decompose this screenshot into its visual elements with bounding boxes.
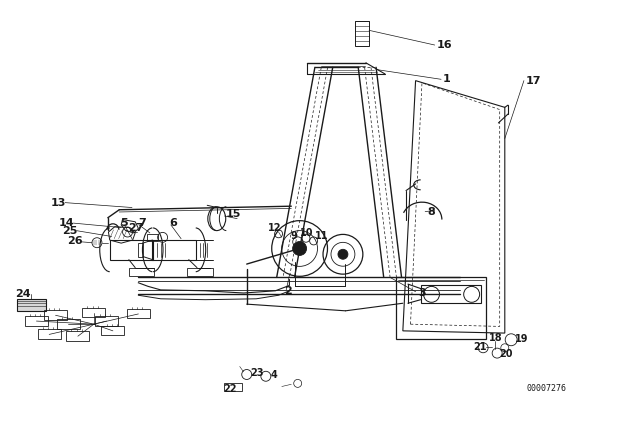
Text: 14: 14 <box>59 218 74 228</box>
Text: 2: 2 <box>284 286 291 296</box>
Bar <box>225 383 243 392</box>
Bar <box>129 267 154 276</box>
Text: 9: 9 <box>291 232 298 241</box>
Text: 27: 27 <box>128 223 144 233</box>
Bar <box>83 308 105 318</box>
Text: 6: 6 <box>169 218 177 228</box>
Bar <box>147 234 158 241</box>
Bar <box>138 243 143 257</box>
Text: 21: 21 <box>473 342 486 352</box>
Text: 3: 3 <box>419 288 426 298</box>
Text: 7: 7 <box>138 218 145 228</box>
Text: 8: 8 <box>427 207 435 216</box>
Circle shape <box>292 241 307 255</box>
Text: 00007276: 00007276 <box>526 384 566 393</box>
Bar <box>38 329 61 339</box>
Text: 23: 23 <box>250 368 264 378</box>
Bar <box>127 309 150 319</box>
Text: 4: 4 <box>270 370 277 380</box>
Text: 12: 12 <box>268 224 281 233</box>
Bar <box>109 240 153 260</box>
Text: 25: 25 <box>62 226 77 236</box>
Text: 19: 19 <box>515 334 529 344</box>
Bar <box>44 310 67 320</box>
Bar <box>152 240 196 260</box>
Bar <box>17 299 46 311</box>
Text: 1: 1 <box>443 74 451 84</box>
Bar <box>101 326 124 335</box>
Circle shape <box>338 249 348 259</box>
Text: 10: 10 <box>300 228 313 238</box>
Bar <box>355 22 369 46</box>
Bar <box>57 319 80 329</box>
Text: 26: 26 <box>67 236 83 246</box>
Text: 16: 16 <box>436 40 452 50</box>
Text: 11: 11 <box>315 232 328 241</box>
Bar <box>420 285 481 303</box>
Bar <box>188 267 213 276</box>
Text: 5: 5 <box>120 218 127 228</box>
Bar <box>25 316 48 326</box>
Text: 15: 15 <box>226 209 241 219</box>
Text: 22: 22 <box>223 384 237 394</box>
Bar <box>67 331 90 340</box>
Text: 17: 17 <box>526 76 541 86</box>
Text: 13: 13 <box>51 198 67 207</box>
Text: 20: 20 <box>500 349 513 359</box>
Bar <box>95 316 118 326</box>
Text: 24: 24 <box>15 289 31 299</box>
Text: 18: 18 <box>489 333 502 344</box>
